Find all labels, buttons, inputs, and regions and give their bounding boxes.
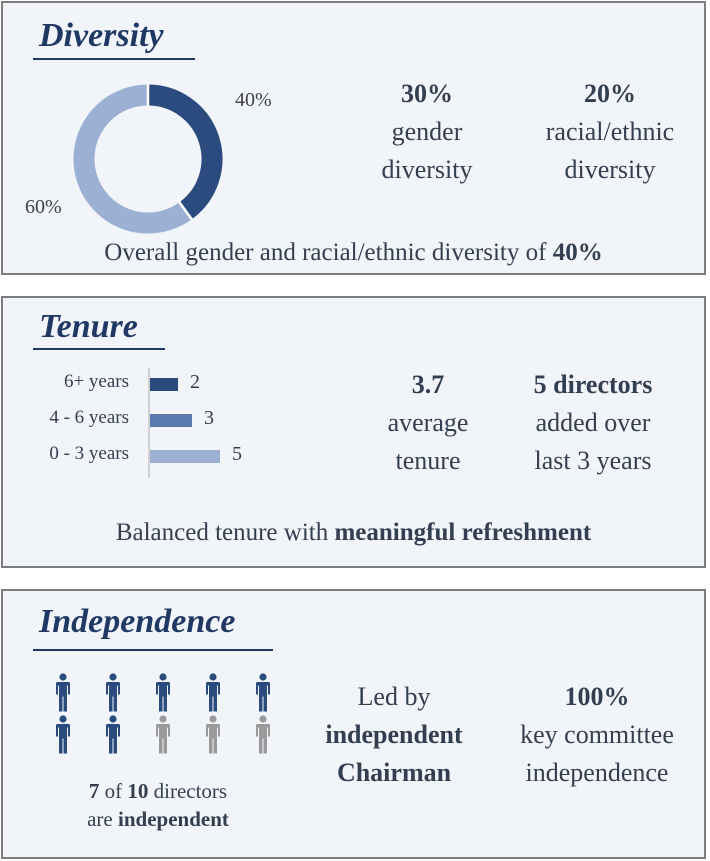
donut-slice-40 bbox=[147, 84, 223, 220]
diversity-summary-value: 40% bbox=[552, 239, 603, 266]
tenure-title: Tenure bbox=[39, 308, 138, 345]
are-text: are bbox=[87, 807, 118, 831]
tenure-bar-value: 3 bbox=[204, 407, 214, 429]
tenure-bar bbox=[150, 378, 178, 391]
tenure-category-label: 0 - 3 years bbox=[49, 443, 129, 464]
independent-director-icon bbox=[55, 673, 71, 713]
non-independent-director-icon bbox=[255, 715, 271, 755]
directors-added-stat: 5 directors added over last 3 years bbox=[503, 366, 683, 480]
tenure-category-label: 4 - 6 years bbox=[49, 407, 129, 428]
committee-value: 100% bbox=[564, 682, 630, 711]
donut-separator-1 bbox=[177, 200, 194, 221]
independent-director-icon bbox=[255, 673, 271, 713]
of-text: of bbox=[99, 779, 128, 803]
directors-added-line1: added over bbox=[535, 408, 651, 437]
independence-panel: Independence bbox=[1, 589, 706, 859]
independent-caption-line2: are independent bbox=[43, 805, 273, 833]
tenure-summary-bold: meaningful refreshment bbox=[334, 519, 592, 546]
tenure-bar bbox=[150, 450, 220, 463]
average-tenure-stat: 3.7 average tenure bbox=[363, 366, 493, 480]
independence-title-rule bbox=[33, 649, 273, 651]
racial-diversity-value: 20% bbox=[584, 79, 636, 108]
donut-slice-60 bbox=[73, 84, 192, 234]
gender-diversity-line1: gender bbox=[391, 117, 463, 146]
racial-diversity-line1: racial/ethnic bbox=[545, 117, 675, 146]
average-tenure-value: 3.7 bbox=[411, 370, 445, 399]
committee-independence-stat: 100% key committee independence bbox=[497, 678, 697, 792]
gender-diversity-line2: diversity bbox=[381, 155, 473, 184]
chair-line1: Led by bbox=[357, 682, 431, 711]
diversity-title-rule bbox=[33, 58, 195, 60]
tenure-summary-text: Balanced tenure with bbox=[115, 519, 335, 546]
committee-line1: key committee bbox=[520, 720, 674, 749]
independence-title: Independence bbox=[39, 603, 236, 640]
average-tenure-line1: average bbox=[387, 408, 469, 437]
diversity-summary: Overall gender and racial/ethnic diversi… bbox=[3, 239, 704, 267]
independent-director-icon bbox=[205, 673, 221, 713]
tenure-bar-chart: 6+ years 2 4 - 6 years 3 0 - 3 years 5 bbox=[3, 298, 263, 498]
independent-director-icon bbox=[55, 715, 71, 755]
independent-word: independent bbox=[118, 807, 229, 831]
non-independent-director-icon bbox=[205, 715, 221, 755]
total-count: 10 bbox=[127, 779, 149, 803]
tenure-bar-value: 2 bbox=[190, 371, 200, 393]
average-tenure-line2: tenure bbox=[395, 446, 461, 475]
tenure-title-rule bbox=[33, 348, 165, 350]
independent-director-icon bbox=[105, 715, 121, 755]
gender-diversity-value: 30% bbox=[401, 79, 453, 108]
directors-added-line2: last 3 years bbox=[534, 446, 652, 475]
independent-chairman-stat: Led by independent Chairman bbox=[299, 678, 489, 792]
independent-count: 7 bbox=[88, 779, 100, 803]
diversity-summary-text: Overall gender and racial/ethnic diversi… bbox=[104, 239, 553, 266]
donut-label-40: 40% bbox=[235, 89, 272, 111]
non-independent-director-icon bbox=[155, 715, 171, 755]
independent-caption-line1: 7 of 10 directors bbox=[43, 777, 273, 805]
donut-label-60: 60% bbox=[25, 196, 62, 218]
tenure-bar-value: 5 bbox=[232, 443, 242, 465]
tenure-category-label: 6+ years bbox=[63, 371, 129, 392]
tenure-summary: Balanced tenure with meaningful refreshm… bbox=[3, 519, 704, 547]
independent-director-icon bbox=[155, 673, 171, 713]
gender-diversity-stat: 30% gender diversity bbox=[357, 75, 497, 189]
independent-director-icon bbox=[105, 673, 121, 713]
tenure-bar bbox=[150, 414, 192, 427]
directors-text: directors bbox=[148, 779, 228, 803]
independent-directors-caption: 7 of 10 directors are independent bbox=[43, 777, 273, 833]
committee-line2: independence bbox=[525, 758, 669, 787]
tenure-panel: Tenure 6+ years 2 4 - 6 years 3 0 - 3 years 5… bbox=[1, 296, 706, 568]
racial-diversity-line2: diversity bbox=[564, 155, 656, 184]
chair-line3: Chairman bbox=[336, 758, 452, 787]
diversity-donut-chart bbox=[73, 83, 223, 234]
tenure-axis bbox=[148, 368, 150, 478]
diversity-panel: Diversity 40% 60% 30% gender diversity 2… bbox=[1, 1, 706, 275]
chair-line2: independent bbox=[325, 720, 463, 749]
diversity-title: Diversity bbox=[39, 17, 164, 54]
directors-added-value: 5 directors bbox=[533, 370, 653, 399]
racial-diversity-stat: 20% racial/ethnic diversity bbox=[525, 75, 695, 189]
